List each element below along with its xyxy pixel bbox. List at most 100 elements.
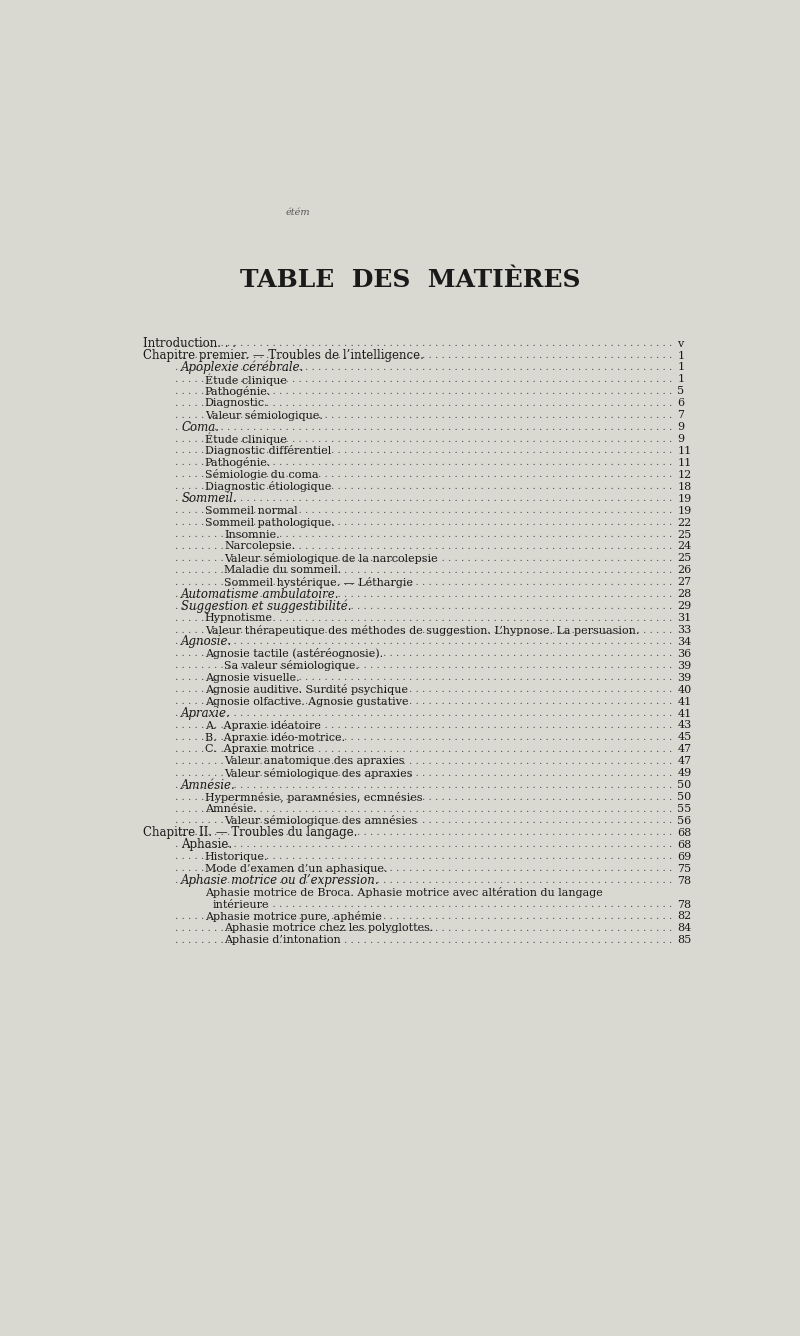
Text: Valeur anatomique des apraxies: Valeur anatomique des apraxies bbox=[224, 756, 405, 767]
Text: 11: 11 bbox=[678, 446, 692, 456]
Text: 82: 82 bbox=[678, 911, 692, 922]
Text: 75: 75 bbox=[678, 863, 691, 874]
Text: 19: 19 bbox=[678, 505, 692, 516]
Text: . . . . . . . . . . . . . . . . . . . . . . . . . . . . . . . . . . . . . . . . : . . . . . . . . . . . . . . . . . . . . … bbox=[174, 673, 672, 683]
Text: Diagnostic étiologique: Diagnostic étiologique bbox=[205, 481, 331, 492]
Text: 55: 55 bbox=[678, 804, 692, 814]
Text: 69: 69 bbox=[678, 852, 692, 862]
Text: . . . . . . . . . . . . . . . . . . . . . . . . . . . . . . . . . . . . . . . . : . . . . . . . . . . . . . . . . . . . . … bbox=[174, 780, 672, 790]
Text: Historique.: Historique. bbox=[205, 852, 268, 862]
Text: 9: 9 bbox=[678, 434, 685, 444]
Text: . . . . . . . . . . . . . . . . . . . . . . . . . . . . . . . . . . . . . . . . : . . . . . . . . . . . . . . . . . . . . … bbox=[174, 876, 672, 886]
Text: 40: 40 bbox=[678, 684, 692, 695]
Text: Sommeil pathologique.: Sommeil pathologique. bbox=[205, 517, 334, 528]
Text: 24: 24 bbox=[678, 541, 692, 552]
Text: . . . . . . . . . . . . . . . . . . . . . . . . . . . . . . . . . . . . . . . . : . . . . . . . . . . . . . . . . . . . . … bbox=[174, 637, 672, 647]
Text: 1: 1 bbox=[678, 374, 685, 385]
Text: 68: 68 bbox=[678, 828, 692, 838]
Text: 26: 26 bbox=[678, 565, 692, 576]
Text: . . . . . . . . . . . . . . . . . . . . . . . . . . . . . . . . . . . . . . . . : . . . . . . . . . . . . . . . . . . . . … bbox=[174, 649, 672, 659]
Text: . . . . . . . . . . . . . . . . . . . . . . . . . . . . . . . . . . . . . . . . : . . . . . . . . . . . . . . . . . . . . … bbox=[174, 721, 672, 729]
Text: Aphasie.: Aphasie. bbox=[182, 839, 233, 851]
Text: 27: 27 bbox=[678, 577, 691, 588]
Text: intérieure: intérieure bbox=[212, 899, 269, 910]
Text: Agnosie olfactive. Agnosie gustative: Agnosie olfactive. Agnosie gustative bbox=[205, 696, 408, 707]
Text: TABLE  DES  MATIÈRES: TABLE DES MATIÈRES bbox=[240, 267, 580, 291]
Text: . . . . . . . . . . . . . . . . . . . . . . . . . . . . . . . . . . . . . . . . : . . . . . . . . . . . . . . . . . . . . … bbox=[174, 387, 672, 395]
Text: 1: 1 bbox=[678, 362, 685, 373]
Text: Apoplexie cérébrale.: Apoplexie cérébrale. bbox=[182, 361, 305, 374]
Text: 85: 85 bbox=[678, 935, 692, 946]
Text: Agnosie.: Agnosie. bbox=[182, 636, 233, 648]
Text: . . . . . . . . . . . . . . . . . . . . . . . . . . . . . . . . . . . . . . . . : . . . . . . . . . . . . . . . . . . . . … bbox=[174, 925, 672, 933]
Text: 11: 11 bbox=[678, 458, 692, 468]
Text: Valeur sémiologique des amnésies: Valeur sémiologique des amnésies bbox=[224, 815, 418, 827]
Text: étém: étém bbox=[286, 208, 310, 218]
Text: 18: 18 bbox=[678, 482, 692, 492]
Text: . . . . . . . . . . . . . . . . . . . . . . . . . . . . . . . . . . . . . . . . : . . . . . . . . . . . . . . . . . . . . … bbox=[174, 542, 672, 550]
Text: . . . . . . . . . . . . . . . . . . . . . . . . . . . . . . . . . . . . . . . . : . . . . . . . . . . . . . . . . . . . . … bbox=[174, 828, 672, 838]
Text: . . . . . . . . . . . . . . . . . . . . . . . . . . . . . . . . . . . . . . . . : . . . . . . . . . . . . . . . . . . . . … bbox=[174, 494, 672, 504]
Text: 22: 22 bbox=[678, 517, 692, 528]
Text: Sa valeur sémiologique.: Sa valeur sémiologique. bbox=[224, 660, 359, 671]
Text: Narcolepsie.: Narcolepsie. bbox=[224, 541, 295, 552]
Text: Apraxie.: Apraxie. bbox=[182, 707, 231, 720]
Text: Étude clinique: Étude clinique bbox=[205, 373, 286, 386]
Text: Agnosie auditive. Surdité psychique: Agnosie auditive. Surdité psychique bbox=[205, 684, 408, 695]
Text: . . . . . . . . . . . . . . . . . . . . . . . . . . . . . . . . . . . . . . . . : . . . . . . . . . . . . . . . . . . . . … bbox=[174, 935, 672, 945]
Text: . . . . . . . . . . . . . . . . . . . . . . . . . . . . . . . . . . . . . . . . : . . . . . . . . . . . . . . . . . . . . … bbox=[226, 900, 672, 908]
Text: 39: 39 bbox=[678, 673, 692, 683]
Text: . . . . . . . . . . . . . . . . . . . . . . . . . . . . . . . . . . . . . . . . : . . . . . . . . . . . . . . . . . . . . … bbox=[174, 518, 672, 528]
Text: . . . . . . . . . . . . . . . . . . . . . . . . . . . . . . . . . . . . . . . . : . . . . . . . . . . . . . . . . . . . . … bbox=[174, 840, 672, 850]
Text: 78: 78 bbox=[678, 875, 691, 886]
Text: Insomnie.: Insomnie. bbox=[224, 529, 280, 540]
Text: 19: 19 bbox=[678, 494, 692, 504]
Text: 50: 50 bbox=[678, 792, 692, 802]
Text: . . . . . . . . . . . . . . . . . . . . . . . . . . . . . . . . . . . . . . . . : . . . . . . . . . . . . . . . . . . . . … bbox=[174, 804, 672, 814]
Text: . . . . . . . . . . . . . . . . . . . . . . . . . . . . . . . . . . . . . . . . : . . . . . . . . . . . . . . . . . . . . … bbox=[174, 733, 672, 741]
Text: 78: 78 bbox=[678, 899, 691, 910]
Text: . . . . . . . . . . . . . . . . . . . . . . . . . . . . . . . . . . . . . . . . : . . . . . . . . . . . . . . . . . . . . … bbox=[174, 792, 672, 802]
Text: . . . . . . . . . . . . . . . . . . . . . . . . . . . . . . . . . . . . . . . . : . . . . . . . . . . . . . . . . . . . . … bbox=[174, 768, 672, 778]
Text: . . . . . . . . . . . . . . . . . . . . . . . . . . . . . . . . . . . . . . . . : . . . . . . . . . . . . . . . . . . . . … bbox=[174, 756, 672, 766]
Text: 33: 33 bbox=[678, 625, 692, 635]
Text: 6: 6 bbox=[678, 398, 685, 409]
Text: Introduction. . .: Introduction. . . bbox=[142, 337, 236, 350]
Text: Automatisme ambulatoire.: Automatisme ambulatoire. bbox=[182, 588, 340, 601]
Text: . . . . . . . . . . . . . . . . . . . . . . . . . . . . . . . . . . . . . . . . : . . . . . . . . . . . . . . . . . . . . … bbox=[174, 589, 672, 599]
Text: Pathogénie.: Pathogénie. bbox=[205, 386, 271, 397]
Text: 1: 1 bbox=[678, 350, 685, 361]
Text: Maladie du sommeil.: Maladie du sommeil. bbox=[224, 565, 342, 576]
Text: Étude clinique: Étude clinique bbox=[205, 433, 286, 445]
Text: . . . . . . . . . . . . . . . . . . . . . . . . . . . . . . . . . . . . . . . . : . . . . . . . . . . . . . . . . . . . . … bbox=[174, 363, 672, 371]
Text: Coma.: Coma. bbox=[182, 421, 219, 434]
Text: . . . . . . . . . . . . . . . . . . . . . . . . . . . . . . . . . . . . . . . . : . . . . . . . . . . . . . . . . . . . . … bbox=[174, 339, 672, 349]
Text: Suggestion et suggestibilité.: Suggestion et suggestibilité. bbox=[182, 600, 352, 613]
Text: . . . . . . . . . . . . . . . . . . . . . . . . . . . . . . . . . . . . . . . . : . . . . . . . . . . . . . . . . . . . . … bbox=[174, 458, 672, 468]
Text: Valeur sémiologique.: Valeur sémiologique. bbox=[205, 410, 322, 421]
Text: Valeur sémiologique des apraxies: Valeur sémiologique des apraxies bbox=[224, 768, 413, 779]
Text: . . . . . . . . . . . . . . . . . . . . . . . . . . . . . . . . . . . . . . . . : . . . . . . . . . . . . . . . . . . . . … bbox=[174, 470, 672, 480]
Text: 41: 41 bbox=[678, 708, 692, 719]
Text: . . . . . . . . . . . . . . . . . . . . . . . . . . . . . . . . . . . . . . . . : . . . . . . . . . . . . . . . . . . . . … bbox=[174, 554, 672, 562]
Text: 41: 41 bbox=[678, 696, 692, 707]
Text: . . . . . . . . . . . . . . . . . . . . . . . . . . . . . . . . . . . . . . . . : . . . . . . . . . . . . . . . . . . . . … bbox=[174, 864, 672, 874]
Text: 31: 31 bbox=[678, 613, 692, 623]
Text: . . . . . . . . . . . . . . . . . . . . . . . . . . . . . . . . . . . . . . . . : . . . . . . . . . . . . . . . . . . . . … bbox=[174, 422, 672, 432]
Text: 5: 5 bbox=[678, 386, 685, 397]
Text: Sommeil.: Sommeil. bbox=[182, 492, 237, 505]
Text: Pathogénie.: Pathogénie. bbox=[205, 457, 271, 469]
Text: . . . . . . . . . . . . . . . . . . . . . . . . . . . . . . . . . . . . . . . . : . . . . . . . . . . . . . . . . . . . . … bbox=[174, 375, 672, 383]
Text: . . . . . . . . . . . . . . . . . . . . . . . . . . . . . . . . . . . . . . . . : . . . . . . . . . . . . . . . . . . . . … bbox=[174, 661, 672, 671]
Text: . . . . . . . . . . . . . . . . . . . . . . . . . . . . . . . . . . . . . . . . : . . . . . . . . . . . . . . . . . . . . … bbox=[174, 446, 672, 456]
Text: . . . . . . . . . . . . . . . . . . . . . . . . . . . . . . . . . . . . . . . . : . . . . . . . . . . . . . . . . . . . . … bbox=[174, 506, 672, 516]
Text: 84: 84 bbox=[678, 923, 692, 934]
Text: . . . . . . . . . . . . . . . . . . . . . . . . . . . . . . . . . . . . . . . . : . . . . . . . . . . . . . . . . . . . . … bbox=[174, 434, 672, 444]
Text: 28: 28 bbox=[678, 589, 692, 600]
Text: . . . . . . . . . . . . . . . . . . . . . . . . . . . . . . . . . . . . . . . . : . . . . . . . . . . . . . . . . . . . . … bbox=[174, 566, 672, 574]
Text: 39: 39 bbox=[678, 661, 692, 671]
Text: Agnosie tactile (astéréognosie).: Agnosie tactile (astéréognosie). bbox=[205, 648, 382, 660]
Text: . . . . . . . . . . . . . . . . . . . . . . . . . . . . . . . . . . . . . . . . : . . . . . . . . . . . . . . . . . . . . … bbox=[174, 709, 672, 717]
Text: Aphasie motrice de Broca. Aphasie motrice avec altération du langage: Aphasie motrice de Broca. Aphasie motric… bbox=[205, 887, 602, 898]
Text: 45: 45 bbox=[678, 732, 692, 743]
